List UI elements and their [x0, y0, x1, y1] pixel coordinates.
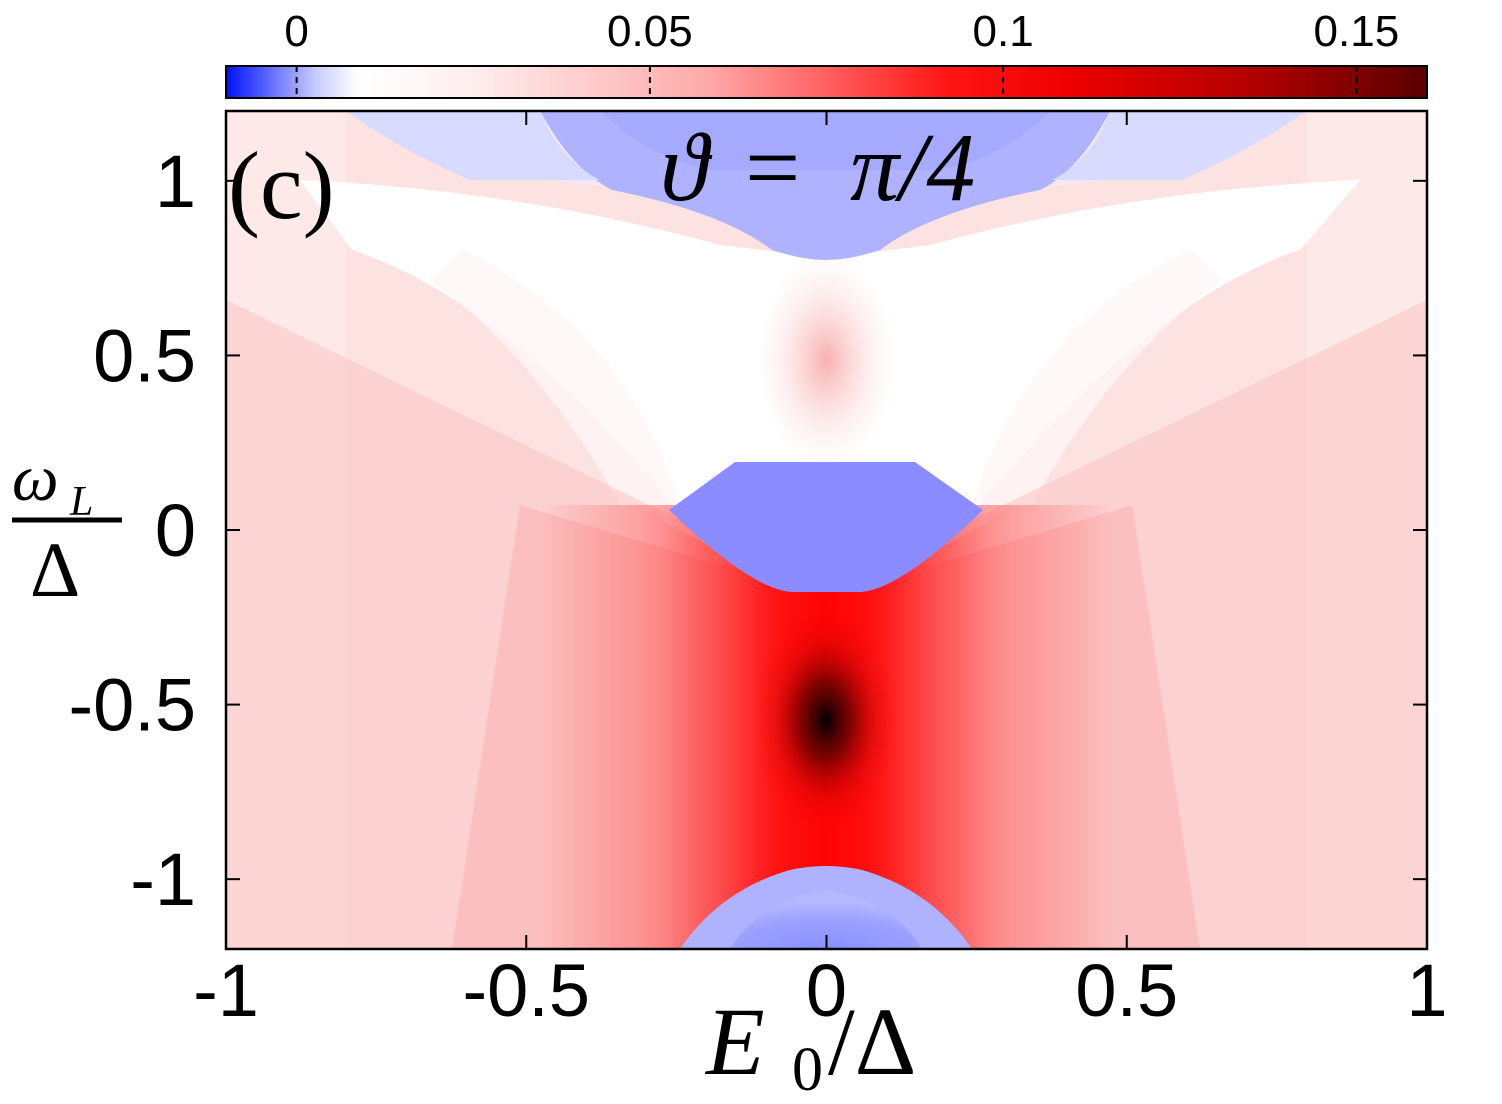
x-tick-label: 0: [806, 949, 847, 1032]
colorbar-tick-label: 0.1: [973, 7, 1034, 56]
colorbar-ticks: 0 0.05 0.1 0.15: [284, 7, 1399, 98]
y-tick-label: 0.5: [93, 314, 196, 397]
annotation: ϑ = π/4: [660, 114, 975, 222]
colorbar-tick-label: 0: [284, 7, 308, 56]
y-axis: 1 0.5 0 -0.5 -1: [68, 140, 1427, 921]
colorbar: 0 0.05 0.1 0.15: [225, 7, 1428, 99]
blue-center-region: [669, 462, 983, 592]
pink-spot: [756, 250, 896, 470]
heatmap: [226, 111, 1427, 949]
svg-text:L: L: [69, 479, 93, 525]
colorbar-tick-label: 0.05: [607, 7, 693, 56]
x-axis-label: E 0 /Δ: [704, 988, 916, 1104]
x-tick-label: 0.5: [1075, 949, 1178, 1032]
colorbar-tick-label: 0.15: [1314, 7, 1400, 56]
x-axis: -1 -0.5 0 0.5 1: [193, 111, 1448, 1032]
svg-text:/Δ: /Δ: [828, 988, 916, 1095]
y-tick-label: -1: [130, 838, 196, 921]
y-tick-label: 0: [155, 489, 196, 572]
svg-text:E: E: [704, 988, 765, 1095]
svg-text:ϑ: ϑ: [660, 114, 713, 222]
panel-label: (c): [228, 132, 335, 239]
x-tick-label: -0.5: [462, 949, 590, 1032]
y-tick-label: 1: [155, 140, 196, 223]
svg-text:ω: ω: [12, 442, 59, 515]
maximum-core: [751, 605, 901, 835]
y-tick-label: -0.5: [68, 664, 196, 747]
x-tick-label: -1: [193, 949, 259, 1032]
svg-text:Δ: Δ: [30, 526, 80, 613]
y-axis-label: ω L Δ: [12, 442, 122, 613]
svg-text:=: =: [745, 114, 800, 222]
x-tick-label: 1: [1406, 949, 1447, 1032]
svg-text:0: 0: [792, 1036, 823, 1104]
svg-text:π/4: π/4: [850, 114, 975, 222]
